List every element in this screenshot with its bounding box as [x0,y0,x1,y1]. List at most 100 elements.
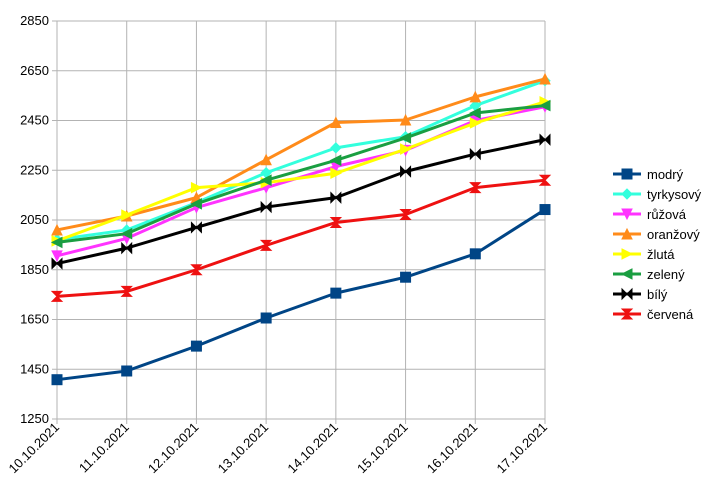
legend-label: tyrkysový [647,187,702,202]
data-point [190,264,203,276]
legend-label: růžová [647,207,687,222]
series-line [56,104,546,244]
data-point [121,365,133,377]
data-point [190,181,203,194]
y-tick-label: 2250 [20,162,49,177]
data-point [329,216,343,228]
legend-marker [620,268,633,280]
legend-item: bílý [613,287,668,302]
data-point [469,90,482,103]
legend-marker [621,248,634,260]
x-tick-label: 10.10.2021 [5,420,62,477]
legend-marker [620,308,634,320]
x-tick-label: 16.10.2021 [424,420,481,477]
data-point [400,165,412,178]
legend-marker [621,188,633,200]
data-point [50,290,64,302]
series-5 [50,99,551,249]
data-point [400,143,412,155]
series-line [56,79,546,242]
legend-label: žlutá [647,247,675,262]
series-0 [51,204,551,386]
legend-marker [621,208,633,221]
legend-marker [621,168,633,180]
data-point [469,147,481,161]
data-point [51,257,63,270]
data-point [330,191,342,204]
data-point [399,132,412,144]
x-tick-label: 17.10.2021 [493,420,550,477]
legend-item: žlutá [613,247,675,262]
data-point [51,374,63,386]
data-point [51,223,63,236]
data-point [330,142,342,154]
series-7 [50,174,552,302]
y-tick-label: 1450 [20,361,49,376]
data-point [469,107,481,119]
data-point [330,116,342,128]
data-point [469,248,481,260]
data-point [190,221,202,234]
legend-marker [621,227,633,240]
data-point [260,174,272,187]
y-tick-label: 2850 [20,13,49,28]
legend: modrý tyrkysový růžová oranžový žlutá zelený b… [613,167,702,322]
data-point [120,285,133,297]
legend-marker [621,287,633,301]
data-point [260,312,272,324]
data-point [51,250,63,262]
legend-label: oranžový [647,227,700,242]
data-point [259,239,273,251]
x-tick-label: 11.10.2021 [76,420,132,476]
legend-item: oranžový [613,227,700,242]
x-tick-label: 12.10.2021 [145,420,202,477]
data-point [538,99,551,112]
data-point [121,209,133,221]
y-tick-label: 1850 [20,262,49,277]
legend-label: zelený [647,267,685,282]
x-tick-label: 15.10.2021 [354,420,411,477]
data-point [190,198,202,210]
data-point [330,167,342,180]
legend-label: červená [647,307,694,322]
series-line [56,178,546,298]
x-tick-label: 13.10.2021 [215,420,272,477]
y-tick-label: 1650 [20,312,49,327]
y-tick-label: 2050 [20,212,49,227]
series-line [56,100,546,243]
legend-item: červená [613,307,694,322]
series-line [56,138,546,265]
legend-item: zelený [613,267,685,282]
data-point [399,113,412,126]
legend-item: růžová [613,207,687,222]
data-point [538,174,552,186]
x-tick-label: 14.10.2021 [284,420,341,477]
data-point [400,271,412,283]
data-point [469,117,482,129]
y-tick-label: 1250 [20,411,49,426]
series-line [56,208,546,382]
series-line [56,77,546,232]
legend-item: tyrkysový [613,187,702,202]
y-tick-label: 2450 [20,113,49,128]
data-point [539,72,551,85]
legend-label: bílý [647,287,668,302]
data-point [330,287,342,299]
data-point [260,200,272,214]
data-point [399,209,412,221]
data-point [121,241,133,255]
data-point [469,182,482,194]
series-layer [50,72,552,386]
data-point [539,204,551,216]
data-point [329,154,342,167]
data-point [190,340,202,352]
legend-item: modrý [613,167,684,182]
data-point [120,227,133,240]
data-point [50,236,63,249]
legend-label: modrý [647,167,684,182]
data-point [260,153,272,166]
series-6 [51,133,551,270]
data-point [539,133,551,146]
